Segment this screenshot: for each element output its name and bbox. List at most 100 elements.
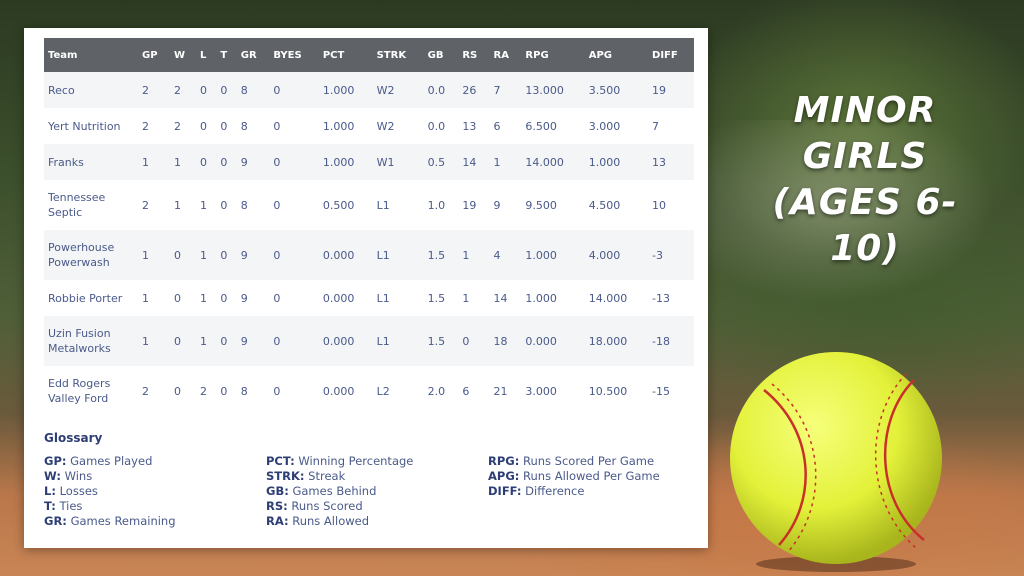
glossary-column-1: GP: Games Played W: Wins L: Losses T: Ties G… — [44, 454, 176, 529]
glossary-item: GP: Games Played — [44, 454, 176, 469]
cell-rpg: 0.000 — [521, 316, 585, 366]
cell-w: 1 — [170, 180, 196, 230]
team-name[interactable]: Robbie Porter — [44, 280, 138, 316]
glossary-term: STRK: — [266, 469, 305, 483]
cell-gb: 0.0 — [423, 108, 459, 144]
column-header-diff[interactable]: DIFF — [648, 38, 694, 72]
cell-gp: 2 — [138, 72, 171, 108]
column-header-gp[interactable]: GP — [138, 38, 171, 72]
cell-rpg: 13.000 — [521, 72, 585, 108]
cell-l: 1 — [195, 316, 217, 366]
team-name-line: Metalworks — [48, 342, 111, 355]
cell-gr: 9 — [236, 144, 270, 180]
cell-pct: 0.000 — [318, 280, 373, 316]
cell-gr: 8 — [236, 180, 270, 230]
glossary-item: DIFF: Difference — [488, 484, 660, 499]
cell-l: 1 — [195, 280, 217, 316]
cell-rs: 1 — [458, 230, 490, 280]
cell-strk: L1 — [372, 316, 424, 366]
cell-strk: L1 — [372, 280, 424, 316]
team-name-line: Robbie Porter — [48, 291, 123, 305]
column-header-w[interactable]: W — [170, 38, 196, 72]
column-header-ra[interactable]: RA — [489, 38, 522, 72]
cell-strk: L1 — [372, 230, 424, 280]
cell-pct: 0.000 — [318, 230, 373, 280]
cell-gr: 8 — [236, 108, 270, 144]
team-name[interactable]: Powerhouse Powerwash — [44, 230, 138, 280]
cell-ra: 9 — [489, 180, 522, 230]
cell-apg: 10.500 — [584, 366, 649, 416]
cell-gr: 9 — [236, 316, 270, 366]
table-row: Franks 1 1 0 0 9 0 1.000 W1 0.5 14 1 14.000 1.000 13 — [44, 144, 694, 180]
glossary-column-2: PCT: Winning Percentage STRK: Streak GB: G… — [266, 454, 413, 529]
glossary-item: PCT: Winning Percentage — [266, 454, 413, 469]
cell-rpg: 6.500 — [521, 108, 585, 144]
glossary-definition: Wins — [64, 469, 93, 483]
glossary-definition: Streak — [308, 469, 346, 483]
cell-l: 2 — [195, 366, 217, 416]
table-row: Powerhouse Powerwash 1 0 1 0 9 0 0.000 L1 1.5 1 4 1.0… — [44, 230, 694, 280]
column-header-pct[interactable]: PCT — [318, 38, 373, 72]
team-name[interactable]: Edd Rogers Valley Ford — [44, 366, 138, 416]
glossary-definition: Difference — [525, 484, 585, 498]
glossary-definition: Ties — [59, 499, 83, 513]
cell-t: 0 — [216, 280, 237, 316]
glossary-term: T: — [44, 499, 56, 513]
team-name[interactable]: Reco — [44, 72, 138, 108]
team-name-line: Powerhouse — [48, 241, 115, 254]
team-name[interactable]: Yert Nutrition — [44, 108, 138, 144]
column-header-gr[interactable]: GR — [236, 38, 270, 72]
column-header-team[interactable]: Team — [44, 38, 138, 72]
cell-apg: 4.500 — [584, 180, 649, 230]
glossary-title: Glossary — [44, 431, 103, 445]
cell-pct: 0.500 — [318, 180, 373, 230]
cell-diff: -15 — [648, 366, 694, 416]
cell-w: 0 — [170, 366, 196, 416]
column-header-rpg[interactable]: RPG — [521, 38, 585, 72]
glossary-item: RS: Runs Scored — [266, 499, 413, 514]
column-header-gb[interactable]: GB — [423, 38, 459, 72]
cell-gp: 1 — [138, 316, 171, 366]
cell-gr: 9 — [236, 280, 270, 316]
standings-table: Team GP W L T GR BYES PCT STRK GB RS RA RPG APG DIFF R… — [44, 38, 694, 416]
cell-gp: 1 — [138, 230, 171, 280]
cell-l: 0 — [195, 72, 217, 108]
standings-body: Reco 2 2 0 0 8 0 1.000 W2 0.0 26 7 13.000 3.500 19 Yert… — [44, 72, 694, 416]
column-header-t[interactable]: T — [216, 38, 237, 72]
cell-strk: W1 — [372, 144, 424, 180]
cell-strk: L1 — [372, 180, 424, 230]
cell-ra: 6 — [489, 108, 522, 144]
column-header-l[interactable]: L — [195, 38, 217, 72]
team-name[interactable]: Franks — [44, 144, 138, 180]
team-name-line: Valley Ford — [48, 392, 109, 405]
cell-gb: 2.0 — [423, 366, 459, 416]
team-name[interactable]: Uzin Fusion Metalworks — [44, 316, 138, 366]
column-header-byes[interactable]: BYES — [269, 38, 319, 72]
cell-strk: L2 — [372, 366, 424, 416]
header-row: Team GP W L T GR BYES PCT STRK GB RS RA RPG APG DIFF — [44, 38, 694, 72]
glossary-column-3: RPG: Runs Scored Per Game APG: Runs Allow… — [488, 454, 660, 499]
column-header-apg[interactable]: APG — [584, 38, 649, 72]
glossary-item: L: Losses — [44, 484, 176, 499]
cell-byes: 0 — [269, 144, 319, 180]
cell-byes: 0 — [269, 366, 319, 416]
cell-rpg: 1.000 — [521, 230, 585, 280]
glossary-item: T: Ties — [44, 499, 176, 514]
cell-gp: 1 — [138, 144, 171, 180]
cell-rpg: 1.000 — [521, 280, 585, 316]
cell-rpg: 14.000 — [521, 144, 585, 180]
cell-pct: 0.000 — [318, 366, 373, 416]
glossary-definition: Games Remaining — [70, 514, 176, 528]
cell-rs: 14 — [458, 144, 490, 180]
column-header-strk[interactable]: STRK — [372, 38, 424, 72]
cell-gb: 1.5 — [423, 316, 459, 366]
cell-rs: 19 — [458, 180, 490, 230]
cell-t: 0 — [216, 180, 237, 230]
cell-diff: -3 — [648, 230, 694, 280]
cell-pct: 1.000 — [318, 144, 373, 180]
glossary-term: GB: — [266, 484, 289, 498]
cell-rpg: 9.500 — [521, 180, 585, 230]
glossary-definition: Runs Allowed Per Game — [523, 469, 660, 483]
team-name[interactable]: Tennessee Septic — [44, 180, 138, 230]
column-header-rs[interactable]: RS — [458, 38, 490, 72]
